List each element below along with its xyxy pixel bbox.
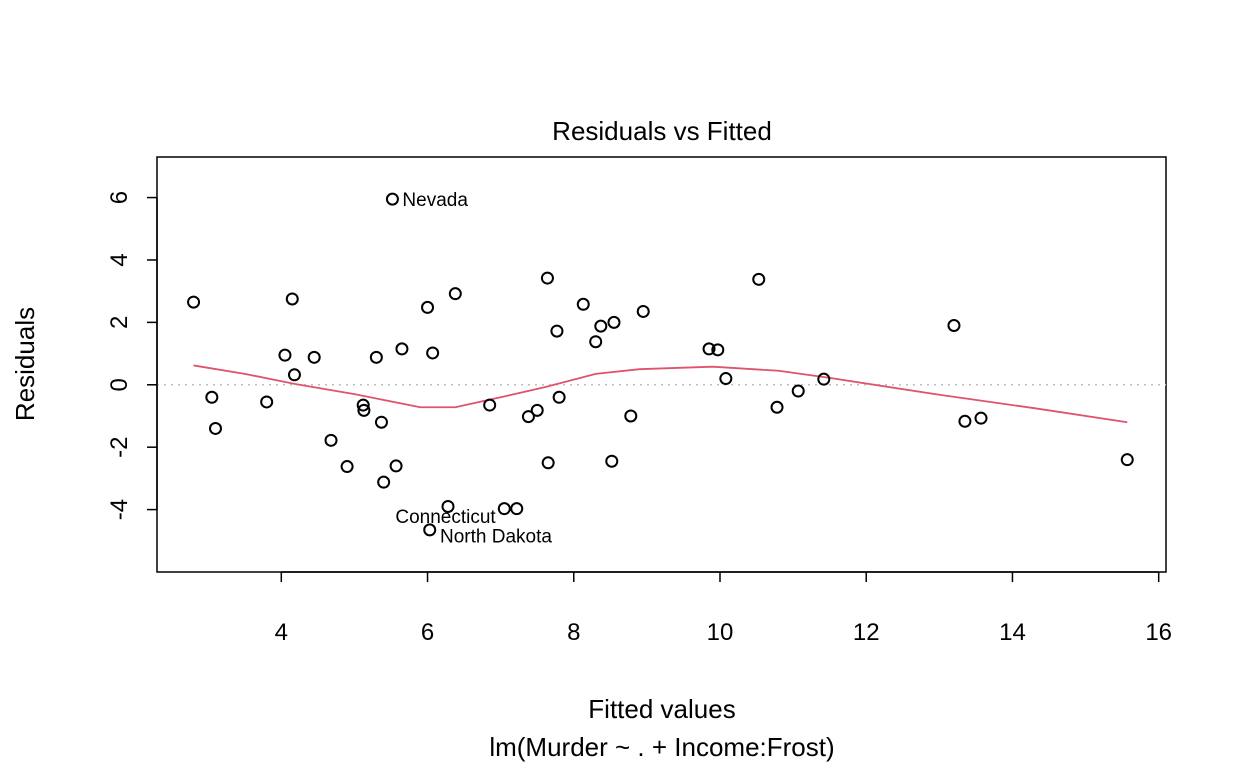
data-point — [752, 272, 766, 286]
data-point — [589, 335, 603, 349]
data-point — [187, 295, 201, 309]
plot-frame — [156, 156, 1167, 573]
data-point — [540, 271, 554, 285]
data-point — [483, 398, 497, 412]
data-point — [521, 410, 535, 424]
x-tick-label: 14 — [999, 619, 1026, 646]
data-point — [605, 454, 619, 468]
data-point — [497, 502, 511, 516]
data-point — [389, 459, 403, 473]
x-tick-label: 8 — [567, 619, 580, 646]
y-axis-title: Residuals — [10, 307, 40, 421]
data-point — [369, 350, 383, 364]
data-point — [1120, 453, 1134, 467]
data-point — [947, 318, 961, 332]
x-axis: 4 6 8 10 12 14 16 — [275, 571, 1172, 646]
data-point — [594, 319, 608, 333]
data-point — [636, 304, 650, 318]
data-point — [423, 523, 437, 537]
data-point — [719, 372, 733, 386]
smoother-line — [193, 364, 1128, 424]
data-point — [510, 502, 524, 516]
data-point — [770, 400, 784, 414]
data-point — [711, 343, 725, 357]
point-label: North Dakota — [440, 526, 552, 547]
data-point — [307, 350, 321, 364]
data-point — [791, 384, 805, 398]
y-tick-label: -4 — [106, 499, 133, 520]
data-point — [340, 460, 354, 474]
x-tick-label: 16 — [1145, 619, 1172, 646]
data-point — [385, 192, 399, 206]
data-point — [285, 292, 299, 306]
data-point — [817, 372, 831, 386]
data-point — [448, 287, 462, 301]
y-axis: -4 -2 0 2 4 6 — [106, 191, 158, 520]
data-point — [260, 395, 274, 409]
model-formula-subtitle: lm(Murder ~ . + Income:Frost) — [489, 732, 834, 762]
data-point — [576, 297, 590, 311]
x-tick-label: 12 — [853, 619, 880, 646]
data-point — [552, 390, 566, 404]
data-point — [426, 346, 440, 360]
y-tick-label: 6 — [106, 191, 133, 204]
x-tick-label: 10 — [707, 619, 734, 646]
data-point — [377, 475, 391, 489]
data-point — [208, 421, 222, 435]
data-point — [541, 456, 555, 470]
data-point — [324, 433, 338, 447]
data-points — [187, 192, 1134, 537]
point-label: Connecticut — [395, 507, 496, 528]
data-point — [702, 342, 716, 356]
y-tick-label: 4 — [106, 253, 133, 266]
x-axis-title: Fitted values — [588, 694, 735, 724]
y-tick-label: 2 — [106, 316, 133, 329]
data-point — [958, 414, 972, 428]
data-point — [421, 300, 435, 314]
y-tick-label: 0 — [106, 378, 133, 391]
data-point — [441, 499, 455, 513]
data-point — [357, 403, 371, 417]
point-label: Nevada — [402, 190, 468, 211]
data-point — [530, 403, 544, 417]
data-point — [607, 315, 621, 329]
x-tick-label: 4 — [275, 619, 288, 646]
y-tick-label: -2 — [106, 437, 133, 458]
data-point — [205, 390, 219, 404]
chart-title: Residuals vs Fitted — [552, 116, 772, 146]
data-point — [374, 415, 388, 429]
data-point — [550, 324, 564, 338]
data-point — [974, 411, 988, 425]
data-point — [395, 342, 409, 356]
data-point — [356, 398, 370, 412]
x-tick-label: 6 — [421, 619, 434, 646]
data-point — [624, 409, 638, 423]
data-point — [278, 348, 292, 362]
data-point — [287, 368, 301, 382]
